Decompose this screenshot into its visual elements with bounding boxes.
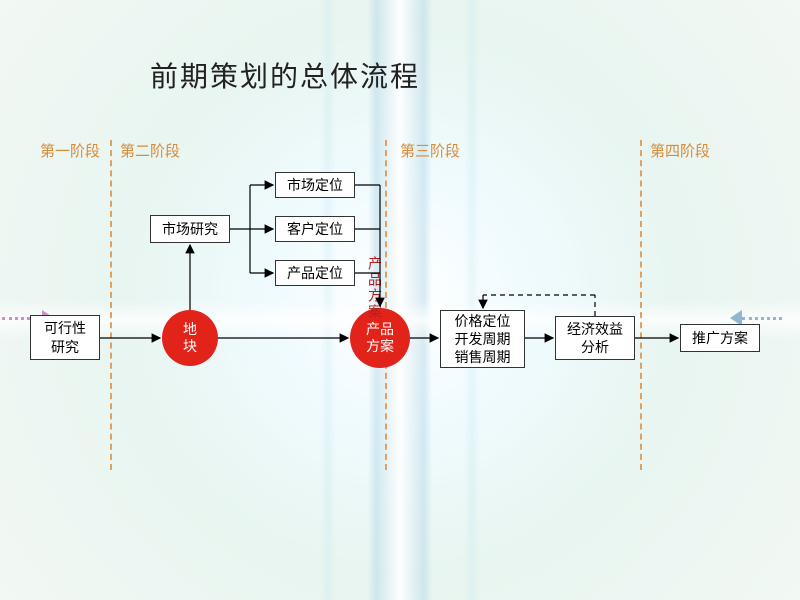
diagram-title: 前期策划的总体流程 [150,55,420,95]
phase-3-label: 第三阶段 [400,140,460,161]
box-feasibility: 可行性研究 [30,315,100,360]
box-pricing: 价格定位开发周期销售周期 [440,310,525,368]
vertical-label-product-plan: 产品方案 [365,256,385,320]
phase-1-label: 第一阶段 [40,140,100,161]
box-product-pos: 产品定位 [275,260,355,286]
phase-2-label: 第二阶段 [120,140,180,161]
box-market-research: 市场研究 [150,215,230,243]
phase-divider-4 [640,140,642,470]
box-economics: 经济效益分析 [555,316,635,360]
phase-4-label: 第四阶段 [650,140,710,161]
circle-land: 地块 [162,310,218,366]
box-market-pos: 市场定位 [275,172,355,198]
box-customer-pos: 客户定位 [275,216,355,242]
phase-divider-1 [110,140,112,470]
phase-divider-3 [385,140,387,470]
box-promotion: 推广方案 [680,324,760,352]
